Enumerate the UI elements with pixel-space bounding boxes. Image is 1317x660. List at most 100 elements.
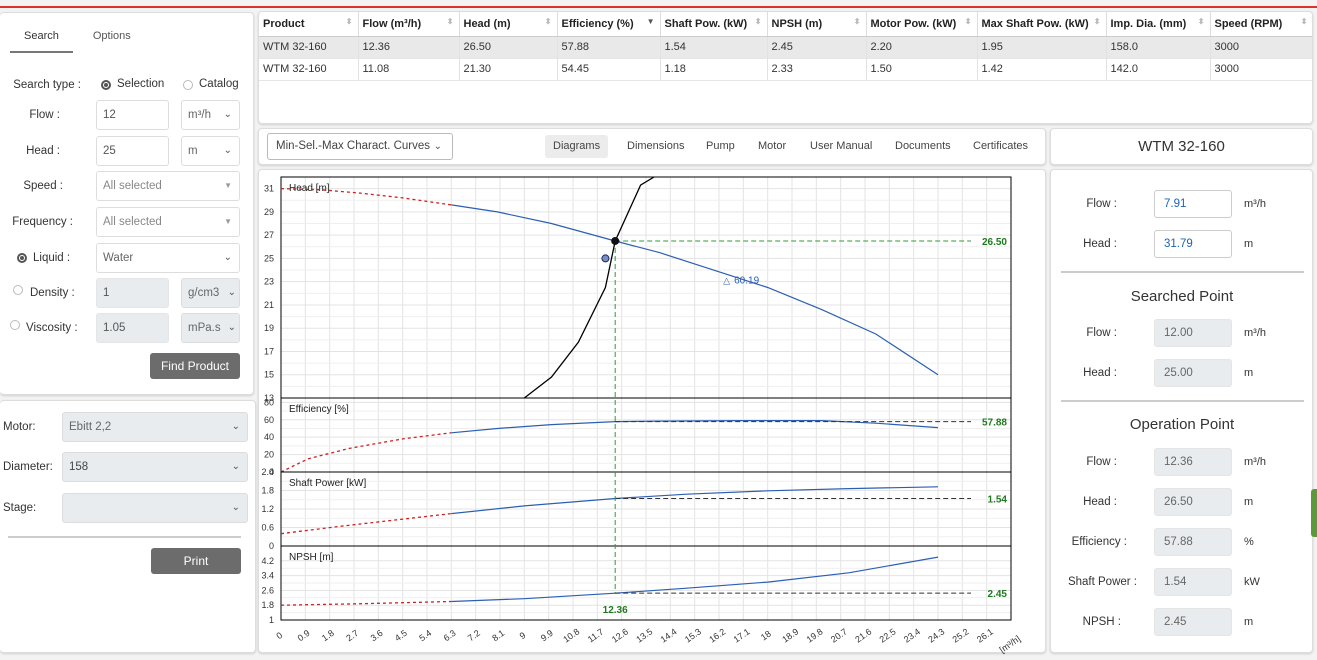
table-cell: 26.50 [459, 36, 558, 59]
head-input[interactable]: 25 [96, 136, 169, 166]
tab-dimensions[interactable]: Dimensions [627, 140, 685, 152]
subplot-frame [280, 545, 1012, 621]
extrapolated-curve [280, 512, 452, 535]
column-header[interactable]: Product ⬍ [259, 12, 359, 37]
column-header[interactable]: Imp. Dia. (mm) ⬍ [1106, 12, 1211, 37]
table-cell: 158.0 [1106, 36, 1211, 59]
liquid-select[interactable]: Water ⌄ [96, 243, 240, 273]
table-cell: 1.95 [977, 36, 1107, 59]
y-tick-label: 31 [264, 184, 274, 194]
density-input[interactable]: 1 [96, 278, 169, 308]
curve-type-select[interactable]: Min-Sel.-Max Charact. Curves ⌄ [267, 133, 453, 160]
table-row[interactable]: WTM 32-160 11.08 21.30 54.45 1.18 2.33 1… [259, 58, 1312, 81]
top-flow-input[interactable]: 7.91 [1154, 190, 1232, 218]
divider [1061, 271, 1304, 273]
subplot-label: Efficiency [%] [289, 404, 349, 415]
x-tick-label: 18.9 [780, 626, 800, 644]
op-head-unit: m [1244, 496, 1254, 508]
top-head-input[interactable]: 31.79 [1154, 230, 1232, 258]
table-cell: 3000 [1210, 36, 1312, 59]
column-header[interactable]: Max Shaft Pow. (kW) ⬍ [977, 12, 1107, 37]
results-table: Product ⬍ Flow (m³/h) ⬍ Head (m) ⬍ Efficien… [259, 12, 1312, 81]
tab-search[interactable]: Search [10, 27, 73, 53]
operating-point-marker [611, 236, 620, 245]
search-panel-tabs: Search Options [10, 27, 145, 53]
y-tick-label: 1.8 [261, 486, 274, 496]
op-flow-unit: m³/h [1244, 456, 1266, 468]
op-flow-label: Flow : [1086, 456, 1117, 468]
efficiency-marker-icon: △ [723, 276, 730, 286]
viscosity-input[interactable]: 1.05 [96, 313, 169, 343]
searched-flow-label: Flow : [1086, 327, 1117, 339]
density-row: Density : 1 g/cm3 ⌄ [0, 278, 254, 308]
x-tick-label: 17.1 [732, 626, 752, 644]
tab-user-manual[interactable]: User Manual [810, 140, 873, 152]
speed-select[interactable]: All selected ▼ [96, 171, 240, 201]
x-tick-label: 12.6 [610, 626, 630, 644]
motor-row: Motor: Ebitt 2,2 ⌄ [0, 412, 254, 442]
tab-options[interactable]: Options [92, 30, 131, 42]
y-tick-label: 19 [264, 323, 274, 333]
x-tick-label: 16.2 [707, 626, 727, 644]
y-tick-label: 0 [269, 467, 274, 477]
searched-point-title: Searched Point [1130, 288, 1234, 305]
liquid-radio[interactable] [17, 253, 27, 263]
tab-motor[interactable]: Motor [758, 140, 787, 152]
x-tick-label: 9 [518, 630, 528, 641]
y-tick-label: 40 [264, 432, 274, 442]
x-tick-label: 14.4 [659, 626, 679, 644]
caret-down-icon: ▼ [224, 181, 232, 190]
column-header[interactable]: Shaft Pow. (kW) ⬍ [660, 12, 768, 37]
chevron-down-icon: ⌄ [227, 287, 236, 298]
motor-select[interactable]: Ebitt 2,2 ⌄ [62, 412, 248, 442]
diameter-select[interactable]: 158 ⌄ [62, 452, 248, 482]
table-cell: 54.45 [557, 58, 661, 81]
x-tick-label: 22.5 [878, 626, 898, 644]
column-header[interactable]: NPSH (m) ⬍ [767, 12, 867, 37]
search-type-row: Search type : Selection Catalog [0, 70, 254, 100]
frequency-select[interactable]: All selected ▼ [96, 207, 240, 237]
op-shaft-power-label: Shaft Power : [1067, 576, 1137, 588]
stage-select[interactable]: ⌄ [62, 493, 248, 523]
x-tick-label: 8.1 [490, 628, 506, 643]
table-cell: 57.88 [557, 36, 661, 59]
density-unit-select[interactable]: g/cm3 ⌄ [181, 278, 240, 308]
table-cell: 11.08 [358, 58, 460, 81]
operating-value-label: 1.54 [988, 495, 1008, 506]
column-header[interactable]: Efficiency (%) ▼ [557, 12, 661, 37]
tab-pump[interactable]: Pump [706, 140, 735, 152]
density-radio[interactable] [13, 285, 23, 295]
tab-certificates[interactable]: Certificates [973, 140, 1029, 152]
op-npsh-row: NPSH : 2.45 m [1051, 608, 1313, 636]
tab-diagrams[interactable]: Diagrams [545, 135, 609, 158]
sort-icon: ⬍ [1197, 17, 1205, 26]
viscosity-unit-select[interactable]: mPa.s ⌄ [181, 313, 240, 343]
selection-radio[interactable] [101, 80, 111, 90]
searched-head-label: Head : [1083, 367, 1117, 379]
viscosity-radio[interactable] [10, 320, 20, 330]
product-title-panel: WTM 32-160 [1050, 128, 1313, 165]
y-tick-label: 0.6 [261, 523, 274, 533]
head-unit-select[interactable]: m ⌄ [181, 136, 240, 166]
flow-unit-select[interactable]: m³/h ⌄ [181, 100, 240, 130]
results-table-panel: Product ⬍ Flow (m³/h) ⬍ Head (m) ⬍ Efficien… [258, 11, 1313, 124]
column-header[interactable]: Head (m) ⬍ [459, 12, 558, 37]
column-header[interactable]: Flow (m³/h) ⬍ [358, 12, 460, 37]
side-drawer-handle[interactable] [1311, 489, 1317, 537]
system-curve [523, 177, 655, 398]
catalog-radio[interactable] [183, 80, 193, 90]
flow-input[interactable]: 12 [96, 100, 169, 130]
tab-documents[interactable]: Documents [895, 140, 951, 152]
column-header[interactable]: Speed (RPM) ⬍ [1210, 12, 1312, 37]
sort-icon: ⬍ [1093, 17, 1101, 26]
table-cell: 2.45 [767, 36, 867, 59]
print-button[interactable]: Print [151, 548, 241, 574]
find-product-button[interactable]: Find Product [150, 353, 240, 379]
shaft_power-curve [451, 486, 939, 515]
op-head-input: 26.50 [1154, 488, 1232, 516]
column-header[interactable]: Motor Pow. (kW) ⬍ [866, 12, 978, 37]
sort-icon: ⬍ [446, 17, 454, 26]
table-row[interactable]: WTM 32-160 12.36 26.50 57.88 1.54 2.45 2… [259, 36, 1312, 59]
table-cell: 3000 [1210, 58, 1312, 81]
